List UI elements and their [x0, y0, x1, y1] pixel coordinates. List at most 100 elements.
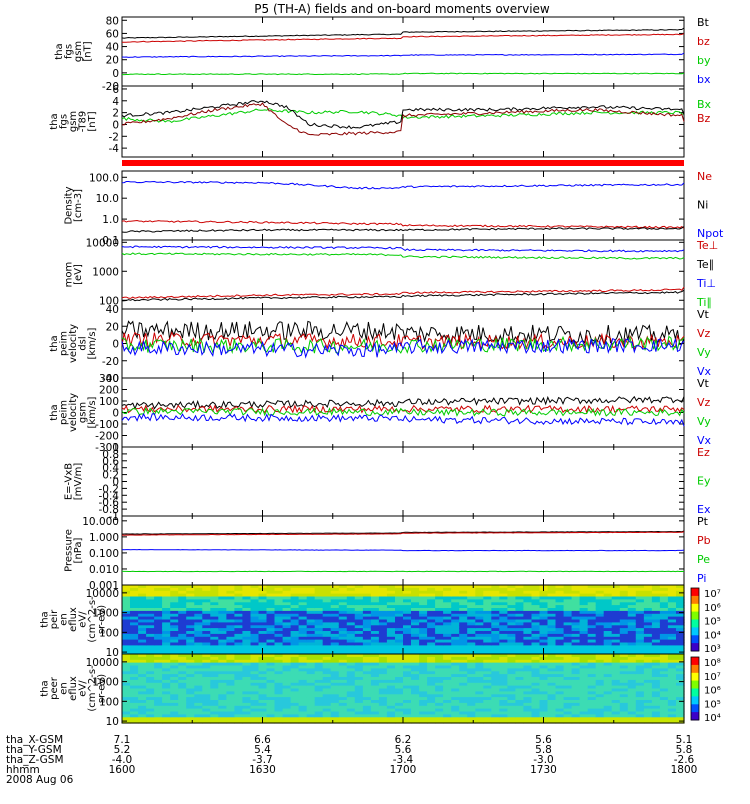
panel-8: 0.0010.0100.1001.00010.000Pressure[nPa]P…	[63, 515, 710, 592]
colorbar-segment	[691, 712, 699, 720]
colorbar-segment	[691, 643, 699, 651]
legend-entry: Vy	[697, 415, 711, 428]
spectrogram-ion	[122, 585, 685, 655]
legend-entry: Pb	[697, 534, 711, 547]
y-axis-label: Pressure[nPa]	[63, 529, 84, 572]
y-tick-label: 1.000	[89, 532, 119, 544]
x-axis-value: 1600	[109, 764, 136, 776]
legend-entry: Te⊥	[696, 239, 718, 252]
legend-entry: Vz	[697, 327, 711, 340]
series-line-ti	[122, 246, 684, 252]
y-axis-label-line: [nT]	[87, 111, 98, 131]
y-tick-label: 200	[99, 385, 119, 397]
legend-entry: Vt	[697, 308, 710, 321]
colorbar-segment	[691, 689, 699, 697]
panel-10: 10⁸10⁷10⁶10⁵10⁴10100100010000thapeerenef…	[40, 654, 721, 728]
y-tick-label: -20	[102, 356, 119, 368]
series-line-by	[122, 53, 684, 57]
colorbar-segment	[691, 588, 699, 596]
panel-frame	[122, 86, 684, 157]
legend-entry: Bx	[697, 98, 712, 111]
colorbar-segment	[691, 604, 699, 612]
y-tick-label: 20	[106, 55, 119, 67]
colorbar-label: 10⁵	[704, 617, 721, 628]
series-line-bz	[122, 34, 684, 43]
colorbar-label: 10⁴	[704, 713, 721, 724]
y-tick-label: 0	[112, 119, 119, 131]
y-tick-label: -100	[95, 419, 119, 431]
y-axis-label: E=-VxB[mV/m]	[63, 463, 84, 501]
y-tick-label: 0	[112, 408, 119, 420]
y-axis-label-line: sr-eV)	[97, 674, 108, 703]
legend-entry: Ez	[697, 446, 710, 459]
y-axis-label: Density[cm-3]	[63, 186, 84, 224]
colorbar-segment	[691, 665, 699, 673]
y-tick-label: 0.010	[89, 564, 119, 576]
date-label: 2008 Aug 06	[6, 774, 74, 786]
legend-entry: Vt	[697, 377, 710, 390]
colorbar-segment	[691, 612, 699, 620]
y-tick-label: 10	[106, 716, 119, 728]
legend-entry: bz	[697, 35, 710, 48]
legend-entry: Vy	[697, 346, 711, 359]
y-axis-label-line: [km/s]	[87, 396, 98, 428]
colorbar-segment	[691, 673, 699, 681]
legend-entry: Te∥	[696, 258, 714, 271]
y-tick-label: -200	[95, 431, 119, 443]
panel-9: 10⁷10⁶10⁵10⁴10³10100100010000thapeirenef…	[40, 585, 721, 659]
panel-frame	[122, 17, 684, 86]
series-line-ti	[122, 253, 684, 259]
panel-5: -40-2002040thapeimvelocitydsl[km/s]VtVzV…	[49, 304, 712, 385]
y-axis-label-line: [cm-3]	[73, 189, 84, 222]
y-tick-label: 80	[106, 15, 119, 27]
y-tick-label: -4	[109, 143, 120, 155]
legend-entry: Ne	[697, 170, 712, 183]
legend-entry: Bz	[697, 112, 711, 125]
series-line-vt	[122, 396, 684, 408]
y-tick-label: 0	[112, 339, 119, 351]
series-line-npot	[122, 182, 684, 189]
colorbar-label: 10⁶	[704, 603, 721, 614]
figure-title: P5 (TH-A) fields and on-board moments ov…	[254, 2, 550, 16]
legend-entry: Ti⊥	[696, 277, 716, 290]
y-tick-label: -2	[109, 131, 119, 143]
mode-bar	[122, 160, 684, 166]
y-tick-label: 2	[112, 108, 119, 120]
panels: -20020406080thafgsgsm[nT]Btbzbybx-4-2024…	[40, 15, 724, 728]
colorbar-segment	[691, 596, 699, 604]
legend-entry: Pe	[697, 553, 710, 566]
y-axis-label-line: [nT]	[82, 41, 93, 61]
colorbar-label: 10⁴	[704, 630, 721, 641]
x-axis-value: 1730	[530, 764, 557, 776]
colorbar-segment	[691, 704, 699, 712]
y-tick-label: 10000	[86, 237, 119, 249]
colorbar-segment	[691, 627, 699, 635]
panel-frame	[122, 171, 684, 240]
colorbar-label: 10⁷	[704, 589, 721, 600]
colorbar-label: 10⁶	[704, 686, 721, 697]
legend-entry: Pt	[697, 515, 709, 528]
colorbar-segment	[691, 657, 699, 665]
y-tick-label: 60	[106, 28, 119, 40]
y-tick-label: 20	[106, 321, 119, 333]
colorbar-label: 10⁵	[704, 699, 721, 710]
colorbar-segment	[691, 635, 699, 643]
